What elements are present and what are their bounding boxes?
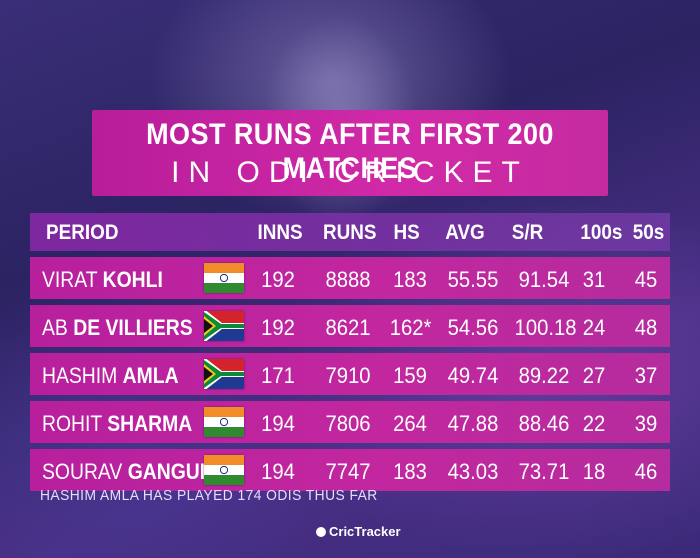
cell-inns: 194 <box>261 411 295 436</box>
header-inns: INNS <box>257 221 303 244</box>
cell-runs: 8888 <box>325 267 371 292</box>
cell-hs: 183 <box>393 267 427 292</box>
logo-text: CricTracker <box>329 524 401 539</box>
cell-hs: 162* <box>389 315 432 340</box>
cell-sr: 91.54 <box>518 267 570 292</box>
cell-sr: 89.22 <box>518 363 570 388</box>
player-name: VIRAT KOHLI <box>42 267 163 293</box>
india-flag-icon <box>204 263 244 293</box>
cell-inns: 194 <box>261 459 295 484</box>
south-africa-flag-icon <box>204 357 244 391</box>
player-last-name: DE VILLIERS <box>73 315 193 340</box>
player-first-name: ROHIT <box>42 411 102 436</box>
player-name: ROHIT SHARMA <box>42 411 192 437</box>
cell-fifties: 48 <box>634 315 658 340</box>
header-period: PERIOD <box>46 221 119 244</box>
header-avg: AVG <box>445 221 485 244</box>
cell-hs: 183 <box>393 459 427 484</box>
table-row: SOURAV GANGULY 194 7747 183 43.03 73.71 18 46 <box>30 449 670 491</box>
cell-runs: 7747 <box>325 459 371 484</box>
cell-avg: 55.55 <box>447 267 499 292</box>
cell-avg: 47.88 <box>447 411 499 436</box>
logo-icon <box>316 527 326 537</box>
player-last-name: SHARMA <box>107 411 193 436</box>
cell-runs: 8621 <box>325 315 371 340</box>
header-100s: 100s <box>580 221 623 244</box>
player-name: SOURAV GANGULY <box>42 459 223 485</box>
cell-runs: 7910 <box>325 363 371 388</box>
footnote: HASHIM AMLA HAS PLAYED 174 ODIS THUS FAR <box>40 487 378 504</box>
header-sr: S/R <box>511 221 544 244</box>
title-line-2: IN ODI CRICKET <box>171 156 529 189</box>
cell-inns: 171 <box>261 363 295 388</box>
cell-sr: 100.18 <box>514 315 577 340</box>
player-first-name: AB <box>42 315 68 340</box>
cell-sr: 88.46 <box>518 411 570 436</box>
india-flag-icon <box>204 455 244 485</box>
header-hs: HS <box>393 221 420 244</box>
india-flag-icon <box>204 407 244 437</box>
table-row: VIRAT KOHLI 192 8888 183 55.55 91.54 31 45 <box>30 257 670 299</box>
south-africa-flag-icon <box>204 309 244 343</box>
player-last-name: AMLA <box>122 363 179 388</box>
cell-hundreds: 18 <box>582 459 606 484</box>
cell-fifties: 45 <box>634 267 658 292</box>
title-line-1: MOST RUNS AFTER FIRST 200 MATCHES <box>146 118 554 185</box>
cell-inns: 192 <box>261 267 295 292</box>
cell-sr: 73.71 <box>518 459 570 484</box>
player-name: HASHIM AMLA <box>42 363 179 389</box>
cell-inns: 192 <box>261 315 295 340</box>
table-header: PERIOD INNS RUNS HS AVG S/R 100s 50s <box>30 213 670 251</box>
cell-hundreds: 24 <box>582 315 606 340</box>
header-50s: 50s <box>632 221 665 244</box>
cell-avg: 43.03 <box>447 459 499 484</box>
player-first-name: SOURAV <box>42 459 123 484</box>
table-row: ROHIT SHARMA 194 7806 264 47.88 88.46 22 39 <box>30 401 670 443</box>
cell-fifties: 37 <box>634 363 658 388</box>
header-runs: RUNS <box>322 221 377 244</box>
title-banner: MOST RUNS AFTER FIRST 200 MATCHES IN ODI… <box>92 110 608 196</box>
cell-hs: 159 <box>393 363 427 388</box>
cell-fifties: 39 <box>634 411 658 436</box>
table-row: AB DE VILLIERS 192 8621 162* 54.56 100.18 24 48 <box>30 305 670 347</box>
crictracker-logo: CricTracker <box>316 524 401 539</box>
cell-fifties: 46 <box>634 459 658 484</box>
cell-avg: 49.74 <box>447 363 499 388</box>
player-name: AB DE VILLIERS <box>42 315 193 341</box>
player-first-name: VIRAT <box>42 267 98 292</box>
player-first-name: HASHIM <box>42 363 118 388</box>
cell-hundreds: 27 <box>582 363 606 388</box>
player-last-name: KOHLI <box>102 267 163 292</box>
cell-runs: 7806 <box>325 411 371 436</box>
table-row: HASHIM AMLA 171 7910 159 49.74 89.22 27 37 <box>30 353 670 395</box>
cell-avg: 54.56 <box>447 315 499 340</box>
cell-hundreds: 22 <box>582 411 606 436</box>
cell-hs: 264 <box>393 411 427 436</box>
cell-hundreds: 31 <box>582 267 606 292</box>
